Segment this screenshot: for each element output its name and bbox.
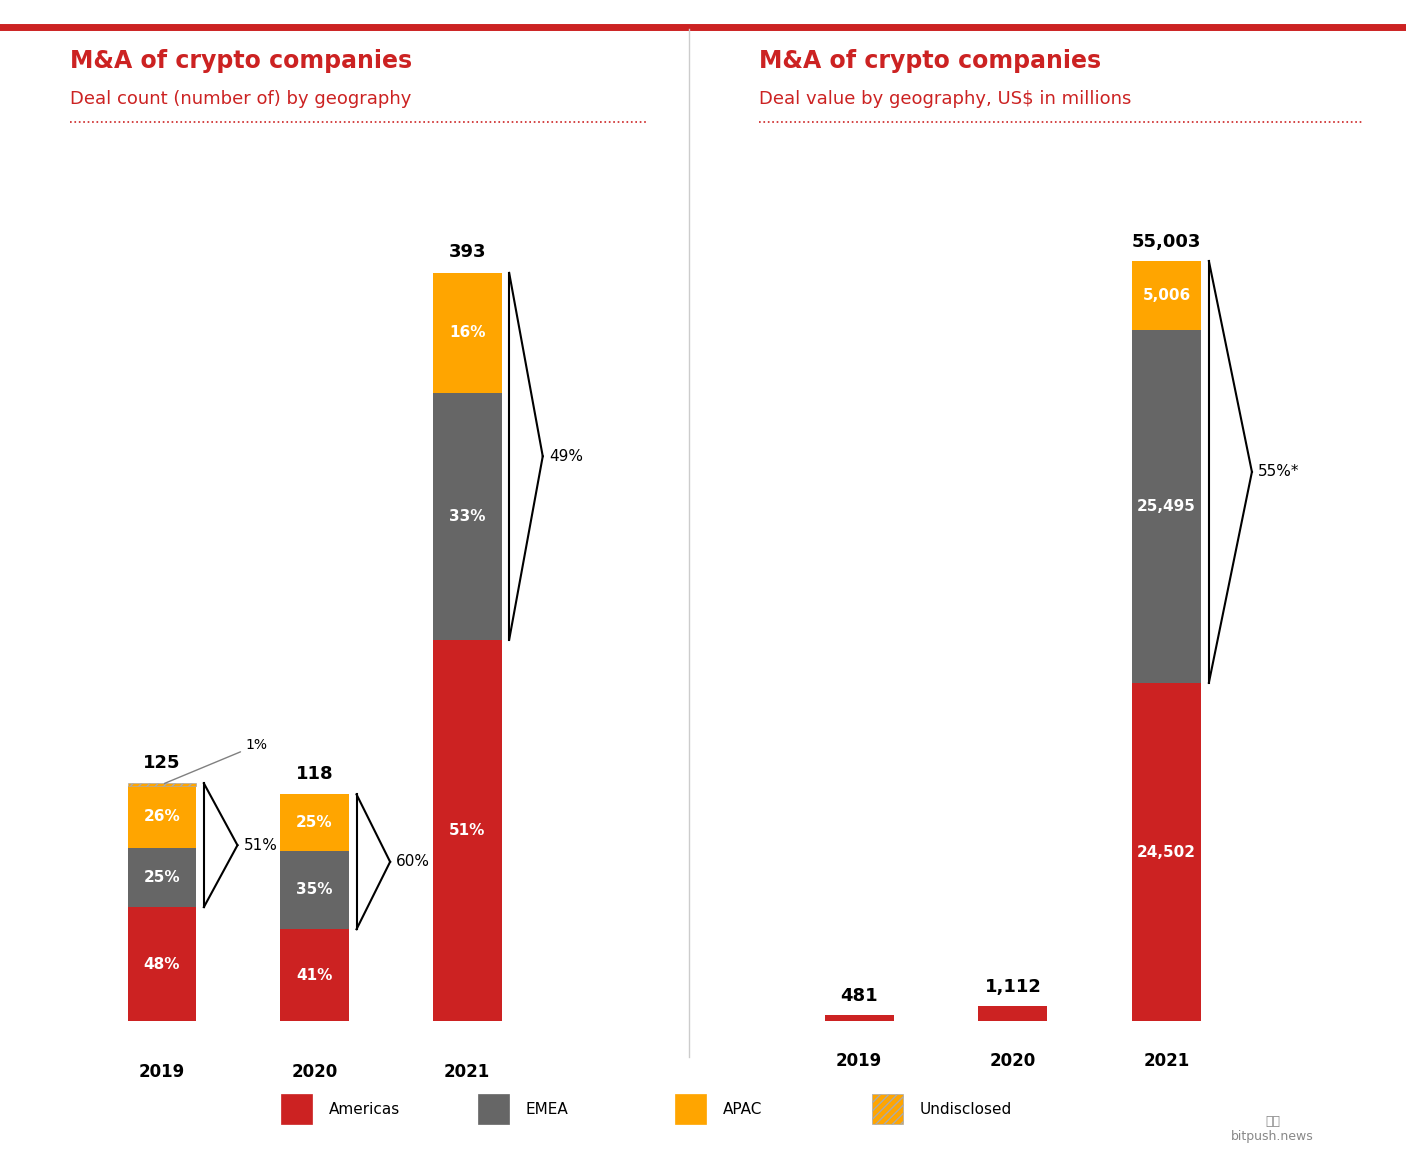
Bar [433, 640, 502, 1021]
Text: 51%: 51% [243, 838, 277, 852]
Text: 35%: 35% [297, 883, 333, 897]
Text: 24,502: 24,502 [1137, 844, 1197, 859]
Text: 55%*: 55%* [1258, 465, 1299, 479]
Text: APAC: APAC [723, 1102, 762, 1116]
Text: 51%: 51% [449, 823, 485, 838]
Text: 25%: 25% [297, 815, 333, 830]
Text: 125: 125 [143, 754, 180, 771]
Bar [433, 272, 502, 392]
Text: Deal value by geography, US$ in millions: Deal value by geography, US$ in millions [759, 90, 1132, 108]
Bar [979, 1006, 1047, 1021]
Bar [433, 392, 502, 640]
Text: 2021: 2021 [1143, 1052, 1189, 1070]
Bar [1132, 330, 1201, 683]
Text: 48%: 48% [143, 957, 180, 972]
Text: 2019: 2019 [139, 1064, 186, 1081]
Text: 1%: 1% [165, 738, 269, 783]
Text: Deal count (number of) by geography: Deal count (number of) by geography [70, 90, 412, 108]
Text: 5,006: 5,006 [1143, 288, 1191, 303]
Text: 25%: 25% [143, 870, 180, 885]
Text: 41%: 41% [297, 967, 333, 983]
Text: 1,112: 1,112 [984, 978, 1042, 997]
Text: 33%: 33% [449, 508, 485, 524]
Bar [128, 848, 197, 908]
Text: 49%: 49% [548, 448, 583, 464]
Text: 60%: 60% [396, 855, 430, 869]
Bar [128, 908, 197, 1021]
Text: 393: 393 [449, 243, 486, 262]
Bar [128, 785, 197, 848]
Bar [280, 795, 349, 851]
Text: 2020: 2020 [291, 1064, 337, 1081]
Text: 2021: 2021 [444, 1064, 491, 1081]
Text: Americas: Americas [329, 1102, 401, 1116]
Bar [1132, 261, 1201, 330]
Text: 2020: 2020 [990, 1052, 1036, 1070]
Text: 25,495: 25,495 [1137, 499, 1197, 514]
Text: 16%: 16% [449, 325, 485, 340]
Text: M&A of crypto companies: M&A of crypto companies [70, 49, 412, 73]
Text: 55,003: 55,003 [1132, 234, 1201, 251]
Bar [280, 930, 349, 1021]
Text: Undisclosed: Undisclosed [920, 1102, 1012, 1116]
Bar [1132, 683, 1201, 1021]
Bar [128, 783, 197, 785]
Bar [280, 851, 349, 930]
Text: 2019: 2019 [837, 1052, 883, 1070]
Text: M&A of crypto companies: M&A of crypto companies [759, 49, 1101, 73]
Text: 比推
bitpush.news: 比推 bitpush.news [1232, 1115, 1313, 1143]
Text: 481: 481 [841, 987, 877, 1005]
Bar [824, 1014, 894, 1021]
Text: 26%: 26% [143, 809, 180, 824]
Text: 118: 118 [295, 765, 333, 783]
Text: EMEA: EMEA [526, 1102, 568, 1116]
